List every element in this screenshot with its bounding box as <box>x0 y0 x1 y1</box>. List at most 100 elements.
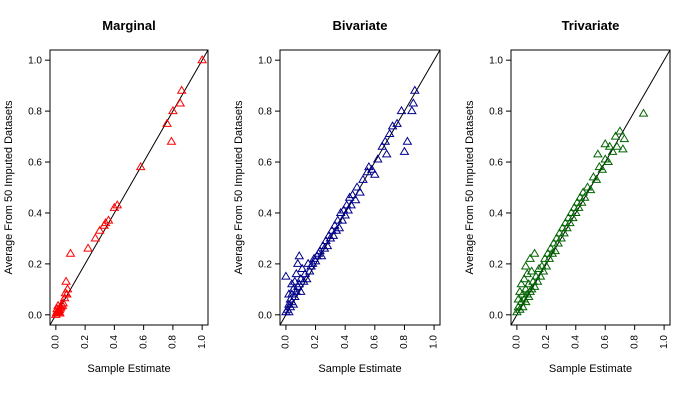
data-point <box>297 263 308 272</box>
data-point <box>100 217 111 227</box>
y-tick-label: 0.0 <box>28 310 42 321</box>
x-tick-label: 0.6 <box>369 335 380 349</box>
data-point <box>310 256 321 265</box>
data-point <box>99 220 109 229</box>
data-point <box>406 105 417 115</box>
data-point <box>612 141 622 150</box>
data-point <box>94 225 105 234</box>
data-point <box>319 243 330 252</box>
y-tick-label: 0.8 <box>258 107 272 118</box>
data-point <box>135 161 146 171</box>
x-tick-label: 0.0 <box>50 335 61 349</box>
data-point <box>597 164 608 173</box>
chart-title: Trivariate <box>562 18 620 33</box>
y-tick-label: 1.0 <box>489 56 503 67</box>
data-point <box>523 279 534 288</box>
data-point <box>358 174 368 183</box>
data-point <box>547 248 558 257</box>
data-point <box>396 105 407 115</box>
data-point <box>550 245 561 255</box>
data-point <box>576 197 587 206</box>
data-point <box>337 215 348 224</box>
y-tick-label: 0.6 <box>489 158 503 169</box>
data-point <box>304 266 315 275</box>
data-point <box>295 286 306 295</box>
x-tick-label: 0.4 <box>340 335 351 349</box>
data-point <box>369 169 380 178</box>
data-point <box>538 266 549 275</box>
x-tick-label: 0.8 <box>168 335 179 349</box>
data-point <box>83 243 93 252</box>
data-point <box>197 55 208 64</box>
data-point <box>168 105 178 115</box>
x-tick-label: 1.0 <box>197 335 208 349</box>
y-axis-label: Average From 50 Imputed Datasets <box>464 100 476 275</box>
x-tick-label: 0.6 <box>138 335 149 349</box>
data-point <box>65 248 76 257</box>
x-axis-label: Sample Estimate <box>549 363 632 375</box>
data-point <box>559 228 569 237</box>
data-point <box>526 266 537 275</box>
data-point <box>525 253 536 262</box>
data-point <box>61 289 72 298</box>
x-tick-label: 0.0 <box>512 335 523 349</box>
data-point <box>62 284 73 293</box>
data-point <box>603 156 614 166</box>
y-tick-label: 0.4 <box>28 208 42 219</box>
data-point <box>604 141 615 150</box>
data-point <box>512 307 522 316</box>
data-point <box>331 225 342 234</box>
data-point <box>285 302 296 311</box>
data-point <box>408 98 419 107</box>
plot-frame <box>510 49 671 326</box>
data-point <box>409 85 420 94</box>
y-tick-label: 0.2 <box>258 259 272 270</box>
y-tick-label: 0.2 <box>28 259 42 270</box>
data-point <box>381 149 392 158</box>
x-axis-label: Sample Estimate <box>318 363 401 375</box>
data-point <box>520 261 531 270</box>
data-point <box>112 200 123 209</box>
data-point <box>618 144 628 153</box>
y-tick-label: 0.0 <box>489 310 503 321</box>
data-point <box>579 192 590 201</box>
data-point <box>529 248 540 257</box>
data-point <box>522 268 533 278</box>
x-tick-label: 0.6 <box>600 335 611 349</box>
data-point <box>90 233 101 242</box>
data-point <box>610 131 621 140</box>
data-point <box>307 258 318 267</box>
data-point <box>619 133 630 143</box>
chart-title: Bivariate <box>333 18 388 33</box>
data-point <box>556 233 566 242</box>
data-point <box>298 276 309 285</box>
data-point <box>344 192 355 201</box>
data-point <box>591 174 602 183</box>
data-point <box>362 167 373 176</box>
data-point <box>592 149 603 158</box>
panel-trivariate: Trivariate 0.0 0.2 0.4 0.6 0.8 1.0 0.0 0.2 0.4 0.6… <box>464 18 671 375</box>
panel-bivariate: Bivariate 0.0 0.2 0.4 0.6 0.8 1.0 0.0 0.2 0.4 0.6 0… <box>233 18 441 375</box>
y-tick-label: 0.4 <box>258 208 272 219</box>
data-point <box>61 276 71 285</box>
x-tick-label: 0.8 <box>399 335 410 349</box>
data-point <box>55 308 65 317</box>
data-point <box>346 200 356 209</box>
data-point <box>57 300 68 309</box>
data-point <box>387 121 398 130</box>
data-point <box>162 118 172 127</box>
plot-frame <box>279 49 441 326</box>
x-tick-label: 0.2 <box>310 335 321 349</box>
x-tick-label: 1.0 <box>659 335 670 349</box>
data-point <box>372 154 383 163</box>
data-point <box>516 279 527 288</box>
x-tick-label: 0.4 <box>570 335 581 349</box>
data-point <box>517 302 528 311</box>
data-point <box>328 230 339 239</box>
data-point <box>58 298 69 307</box>
y-tick-label: 1.0 <box>258 56 272 67</box>
data-point <box>286 279 297 288</box>
data-point <box>301 273 312 283</box>
data-point <box>384 128 395 138</box>
